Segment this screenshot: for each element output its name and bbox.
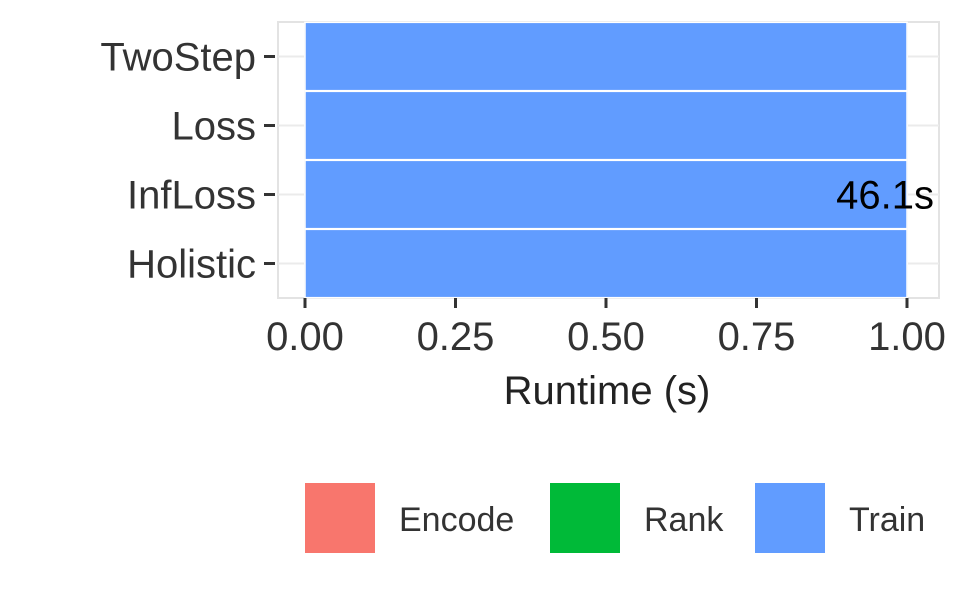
legend: Encode Rank Train [305, 483, 925, 553]
legend-key-encode [305, 483, 375, 553]
legend-key-train [755, 483, 825, 553]
bar-train-infloss [304, 159, 908, 230]
bars-group [304, 21, 908, 299]
y-tick-label: TwoStep [100, 36, 256, 80]
x-tick-label: 1.00 [868, 315, 946, 359]
bar-train-holistic [304, 228, 908, 299]
x-tick-label: 0.25 [417, 315, 495, 359]
bar-train-twostep [304, 21, 908, 92]
x-axis: 0.00 0.25 0.50 0.75 1.00 [266, 298, 946, 359]
legend-label-encode: Encode [399, 501, 514, 539]
x-axis-title: Runtime (s) [504, 369, 711, 413]
y-tick-label: Holistic [127, 243, 256, 287]
annotations-group: 46.1s [836, 174, 934, 218]
x-tick-label: 0.00 [266, 315, 344, 359]
x-tick-label: 0.75 [718, 315, 796, 359]
legend-label-train: Train [849, 501, 925, 539]
x-tick-label: 0.50 [567, 315, 645, 359]
y-tick-label: Loss [172, 105, 257, 149]
legend-key-rank [550, 483, 620, 553]
y-axis: TwoStep Loss InfLoss Holistic [100, 36, 275, 287]
bar-value-label: 46.1s [836, 174, 934, 218]
y-tick-label: InfLoss [127, 174, 256, 218]
bar-train-loss [304, 90, 908, 161]
legend-label-rank: Rank [644, 501, 724, 539]
